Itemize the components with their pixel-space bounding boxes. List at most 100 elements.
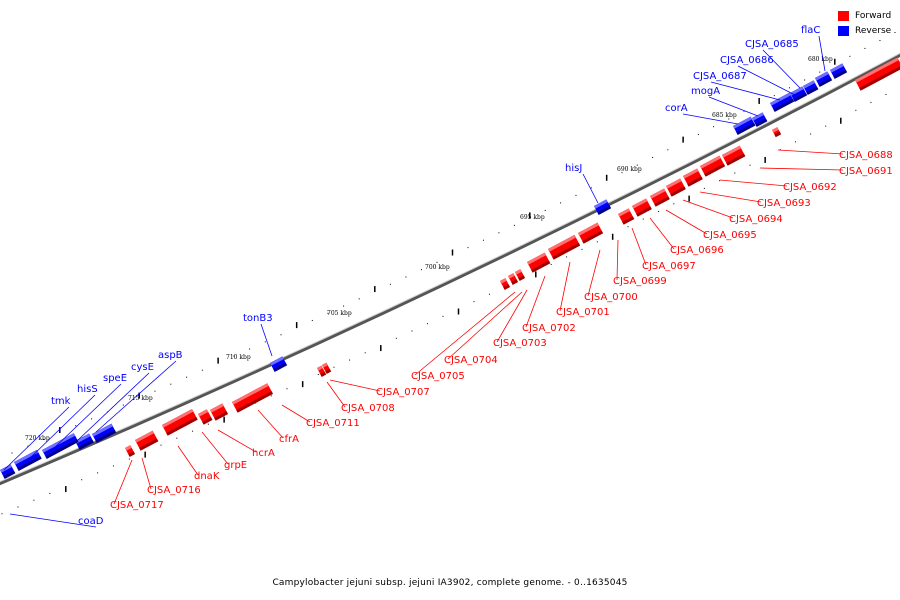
backbone-line [0,53,900,486]
gene-label-forward: CJSA_0705 [411,371,465,382]
leader-line [260,323,273,357]
forward-gene-block [683,168,703,187]
gene-label-forward: CJSA_0701 [556,307,610,318]
leader-line [177,445,199,476]
forward-gene-block [618,208,635,225]
leader-line [710,81,781,101]
gene-label-forward: CJSA_0700 [584,292,638,303]
leader-line [649,217,675,250]
legend: Forward Reverse [838,8,898,38]
forward-gene-block [124,445,135,457]
reverse-gene-block [770,92,795,112]
leader-line [737,65,796,96]
backbone-highlight [0,52,900,483]
forward-gene-block [135,430,159,451]
genome-caption: Campylobacter jejuni subsp. jejuni IA390… [272,578,628,588]
tick-label: 715 kbp [128,395,153,402]
leader-line [77,372,150,441]
gene-label-forward: CJSA_0692 [783,182,837,193]
leader-line [582,173,599,204]
leader-line [559,261,571,312]
reverse-gene-block [75,433,94,450]
forward-gene-block [232,383,273,413]
forward-gene-block [772,127,782,138]
gene-label-reverse: cysE [131,362,154,373]
leader-line [27,394,96,461]
gene-label-forward: CJSA_0697 [642,261,696,272]
gene-label-forward: CJSA_0707 [376,387,430,398]
leader-line [708,96,759,117]
legend-forward: Forward [838,8,898,23]
forward-swatch [838,10,849,21]
leader-line [587,249,601,297]
reverse-gene-block [790,86,808,102]
gene-label-reverse: mogA [691,86,720,97]
forward-gene-block [322,362,332,374]
gene-label-forward: dnaK [194,471,220,482]
leader-line [113,459,133,505]
gene-label-forward: CJSA_0711 [306,418,360,429]
forward-gene-block [722,145,746,166]
gene-label-reverse: flaC [801,25,820,36]
forward-gene-block [650,188,670,207]
reverse-gene-block [270,356,288,372]
forward-gene-block [855,57,900,91]
forward-gene-block [198,409,213,425]
forward-gene-block [700,155,726,177]
legend-reverse: Reverse [838,23,898,38]
gene-label-forward: CJSA_0702 [522,323,576,334]
leader-line [329,379,381,392]
gene-label-forward: CJSA_0703 [493,338,547,349]
reverse-gene-block [594,199,612,215]
gene-label-forward: CJSA_0717 [110,500,164,511]
gene-label-forward: CJSA_0704 [444,355,498,366]
leader-line [682,113,739,125]
gene-label-reverse: corA [665,103,688,114]
tick-label: 700 kbp [425,264,450,271]
gene-label-forward: CJSA_0708 [341,403,395,414]
leader-line [9,513,97,528]
forward-gene-block [162,409,198,436]
gene-label-reverse: speE [103,373,127,384]
gene-label-reverse: CJSA_0687 [693,71,747,82]
leader-line [141,457,152,490]
reverse-gene-block [815,71,833,87]
gene-label-forward: CJSA_0696 [670,245,724,256]
gene-label-reverse: CJSA_0686 [720,55,774,66]
gene-label-reverse: hisJ [565,163,582,174]
leader-line [682,199,734,219]
leader-line [777,149,844,155]
gene-label-reverse: tonB3 [243,313,273,324]
leader-line [818,35,826,72]
forward-gene-block [210,403,228,421]
forward-gene-block [548,234,581,260]
gene-label-forward: CJSA_0693 [757,198,811,209]
gene-label-forward: hcrA [252,448,275,459]
tick-label: 710 kbp [226,354,251,361]
leader-line [201,431,229,465]
forward-gene-block [515,269,525,281]
gene-label-reverse: aspB [158,350,183,361]
reverse-gene-block [92,423,117,443]
reverse-gene-block [733,116,756,135]
leader-line [525,275,546,328]
forward-gene-block [578,222,604,244]
gene-label-forward: CJSA_0716 [147,485,201,496]
leader-line [665,209,708,235]
legend-reverse-label: Reverse [855,25,892,36]
gene-label-forward: CJSA_0695 [703,230,757,241]
leader-line [762,49,801,89]
tick-label: 720 kbp [25,435,50,442]
reverse-gene-block [13,449,42,471]
leader-line [496,289,528,343]
tick-label: 705 kbp [327,310,352,317]
gene-label-forward: CJSA_0691 [839,166,893,177]
forward-gene-block [317,365,327,377]
reverse-gene-block [752,112,768,127]
forward-gene-block [632,198,652,217]
tick-label: 685 kbp [712,112,737,119]
gene-features [0,57,900,479]
gene-label-reverse: hisS [77,384,98,395]
